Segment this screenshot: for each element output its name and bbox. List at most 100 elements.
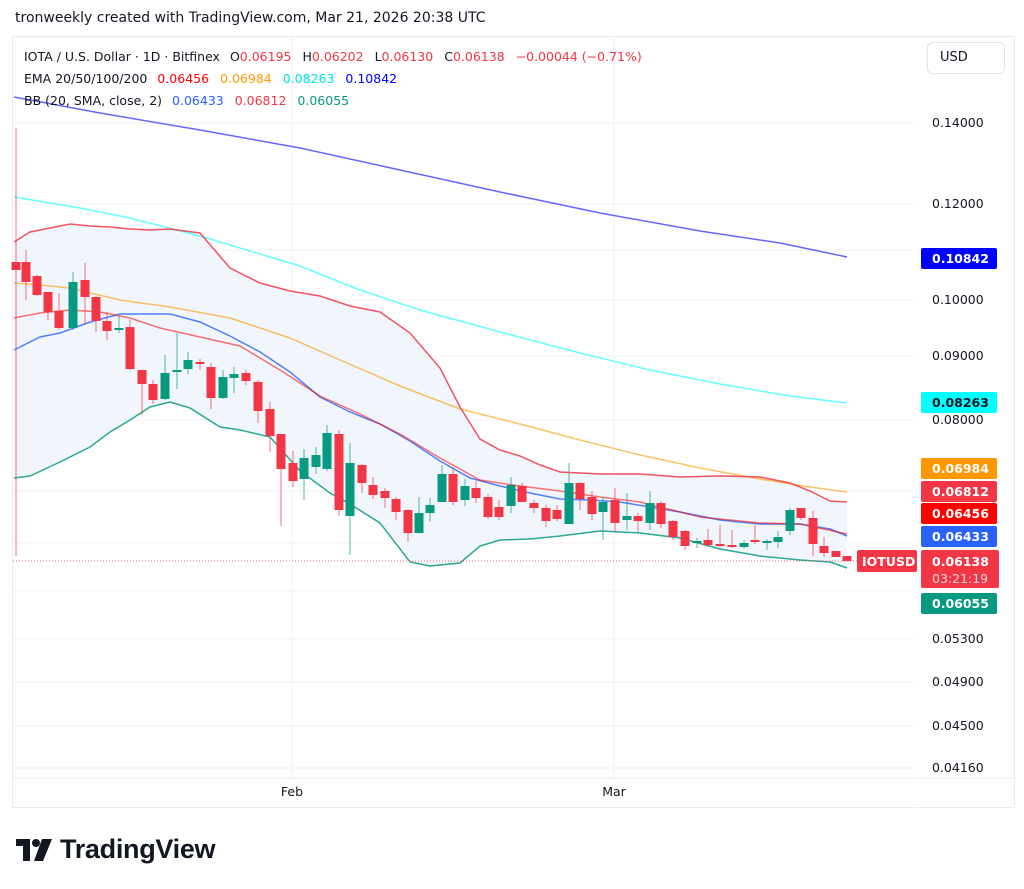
candle-body[interactable]: [727, 545, 737, 547]
candle-body[interactable]: [137, 370, 147, 384]
candle-body[interactable]: [195, 362, 205, 364]
candle-body[interactable]: [483, 497, 493, 517]
candle-body[interactable]: [334, 434, 344, 510]
tradingview-logo[interactable]: TradingView: [16, 834, 216, 865]
price-axis-label: 0.08000: [932, 412, 984, 427]
candle-body[interactable]: [368, 485, 378, 495]
price-tag-label: 0.06433: [932, 529, 989, 544]
candle-body[interactable]: [68, 282, 78, 328]
candle-body[interactable]: [183, 360, 193, 369]
candle-body[interactable]: [54, 311, 64, 328]
candle-body[interactable]: [762, 541, 772, 543]
candle-body[interactable]: [299, 458, 309, 479]
candle-body[interactable]: [494, 507, 504, 517]
candle-body[interactable]: [160, 373, 170, 399]
candle-body[interactable]: [645, 503, 655, 523]
candle-body[interactable]: [587, 497, 597, 514]
candle-body[interactable]: [32, 276, 42, 295]
candle-body[interactable]: [11, 262, 21, 270]
candle-body[interactable]: [842, 556, 852, 561]
candle-body[interactable]: [680, 531, 690, 546]
candle-body[interactable]: [541, 508, 551, 521]
candle-body[interactable]: [819, 546, 829, 553]
symbol-title[interactable]: IOTA / U.S. Dollar · 1D · Bitfinex: [24, 49, 220, 64]
close-key: C: [444, 49, 453, 64]
tradingview-logo-icon: [16, 838, 52, 861]
candle-body[interactable]: [703, 540, 713, 545]
candle-body[interactable]: [253, 382, 263, 411]
ema-label[interactable]: EMA 20/50/100/200: [24, 71, 148, 86]
candle-body[interactable]: [633, 516, 643, 521]
price-axis-label: 0.14000: [932, 115, 984, 130]
candle-body[interactable]: [506, 485, 516, 506]
candle-body[interactable]: [148, 384, 158, 400]
candle-body[interactable]: [80, 280, 90, 297]
candle-body[interactable]: [598, 502, 608, 512]
low-key: L: [374, 49, 382, 64]
last-price-tag: [921, 550, 999, 588]
candle-body[interactable]: [622, 516, 632, 520]
change-value: −0.00044 (−0.71%): [515, 49, 642, 64]
candle-body[interactable]: [102, 321, 112, 331]
candle-body[interactable]: [276, 434, 286, 469]
candle-body[interactable]: [91, 297, 101, 321]
candle-body[interactable]: [403, 510, 413, 533]
candle-body[interactable]: [448, 474, 458, 502]
candle-body[interactable]: [125, 327, 135, 369]
candle-body[interactable]: [288, 463, 298, 481]
candle-body[interactable]: [808, 518, 818, 544]
candle-body[interactable]: [471, 488, 481, 498]
candle-body[interactable]: [785, 510, 795, 531]
candle-body[interactable]: [575, 483, 585, 499]
candle-body[interactable]: [241, 373, 251, 381]
tradingview-logo-text: TradingView: [60, 834, 216, 864]
candle-body[interactable]: [517, 486, 527, 502]
chart-frame[interactable]: [12, 36, 1015, 808]
legend-ema-row[interactable]: EMA 20/50/100/200 0.06456 0.06984 0.0826…: [24, 68, 649, 90]
candle-body[interactable]: [229, 374, 239, 378]
price-tag-label: 0.08263: [932, 395, 989, 410]
candle-body[interactable]: [529, 503, 539, 508]
candle-body[interactable]: [114, 328, 124, 330]
candle-body[interactable]: [380, 491, 390, 498]
candle-body[interactable]: [322, 433, 332, 469]
high-value: 0.06202: [311, 49, 364, 64]
candle-body[interactable]: [345, 463, 355, 516]
candle-body[interactable]: [692, 541, 702, 543]
candle-body[interactable]: [425, 505, 435, 513]
candle-body[interactable]: [750, 540, 760, 542]
bb-lower-value: 0.06055: [297, 93, 350, 108]
candle-body[interactable]: [218, 377, 228, 398]
price-axis-label: 0.04160: [932, 760, 984, 775]
candle-body[interactable]: [715, 544, 725, 546]
candle-body[interactable]: [610, 500, 620, 523]
candle-body[interactable]: [265, 409, 275, 436]
candle-body[interactable]: [357, 465, 367, 483]
candle-body[interactable]: [437, 474, 447, 502]
candle-body[interactable]: [460, 486, 470, 500]
candle-body[interactable]: [552, 510, 562, 519]
price-tag-label: 0.10842: [932, 251, 989, 266]
candle-body[interactable]: [739, 543, 749, 547]
legend-bb-row[interactable]: BB (20, SMA, close, 2) 0.06433 0.06812 0…: [24, 90, 649, 112]
candle-body[interactable]: [564, 483, 574, 524]
candle-body[interactable]: [414, 513, 424, 533]
candle-body[interactable]: [206, 367, 216, 398]
candle-body[interactable]: [391, 499, 401, 512]
legend-symbol-row[interactable]: IOTA / U.S. Dollar · 1D · Bitfinex O0.06…: [24, 46, 649, 68]
price-tag: [921, 392, 997, 413]
candle-body[interactable]: [656, 503, 666, 524]
candle-body[interactable]: [796, 508, 806, 518]
currency-button[interactable]: USD: [927, 42, 1005, 74]
bb-label[interactable]: BB (20, SMA, close, 2): [24, 93, 163, 108]
price-axis-label: 0.05300: [932, 631, 984, 646]
candle-body[interactable]: [311, 455, 321, 467]
candle-body[interactable]: [172, 370, 182, 372]
candle-body[interactable]: [773, 537, 783, 542]
price-tag-label: 0.06812: [932, 484, 989, 499]
candle-body[interactable]: [21, 262, 31, 282]
candle-body[interactable]: [43, 292, 53, 312]
candle-body[interactable]: [668, 521, 678, 537]
candle-body[interactable]: [831, 551, 841, 557]
